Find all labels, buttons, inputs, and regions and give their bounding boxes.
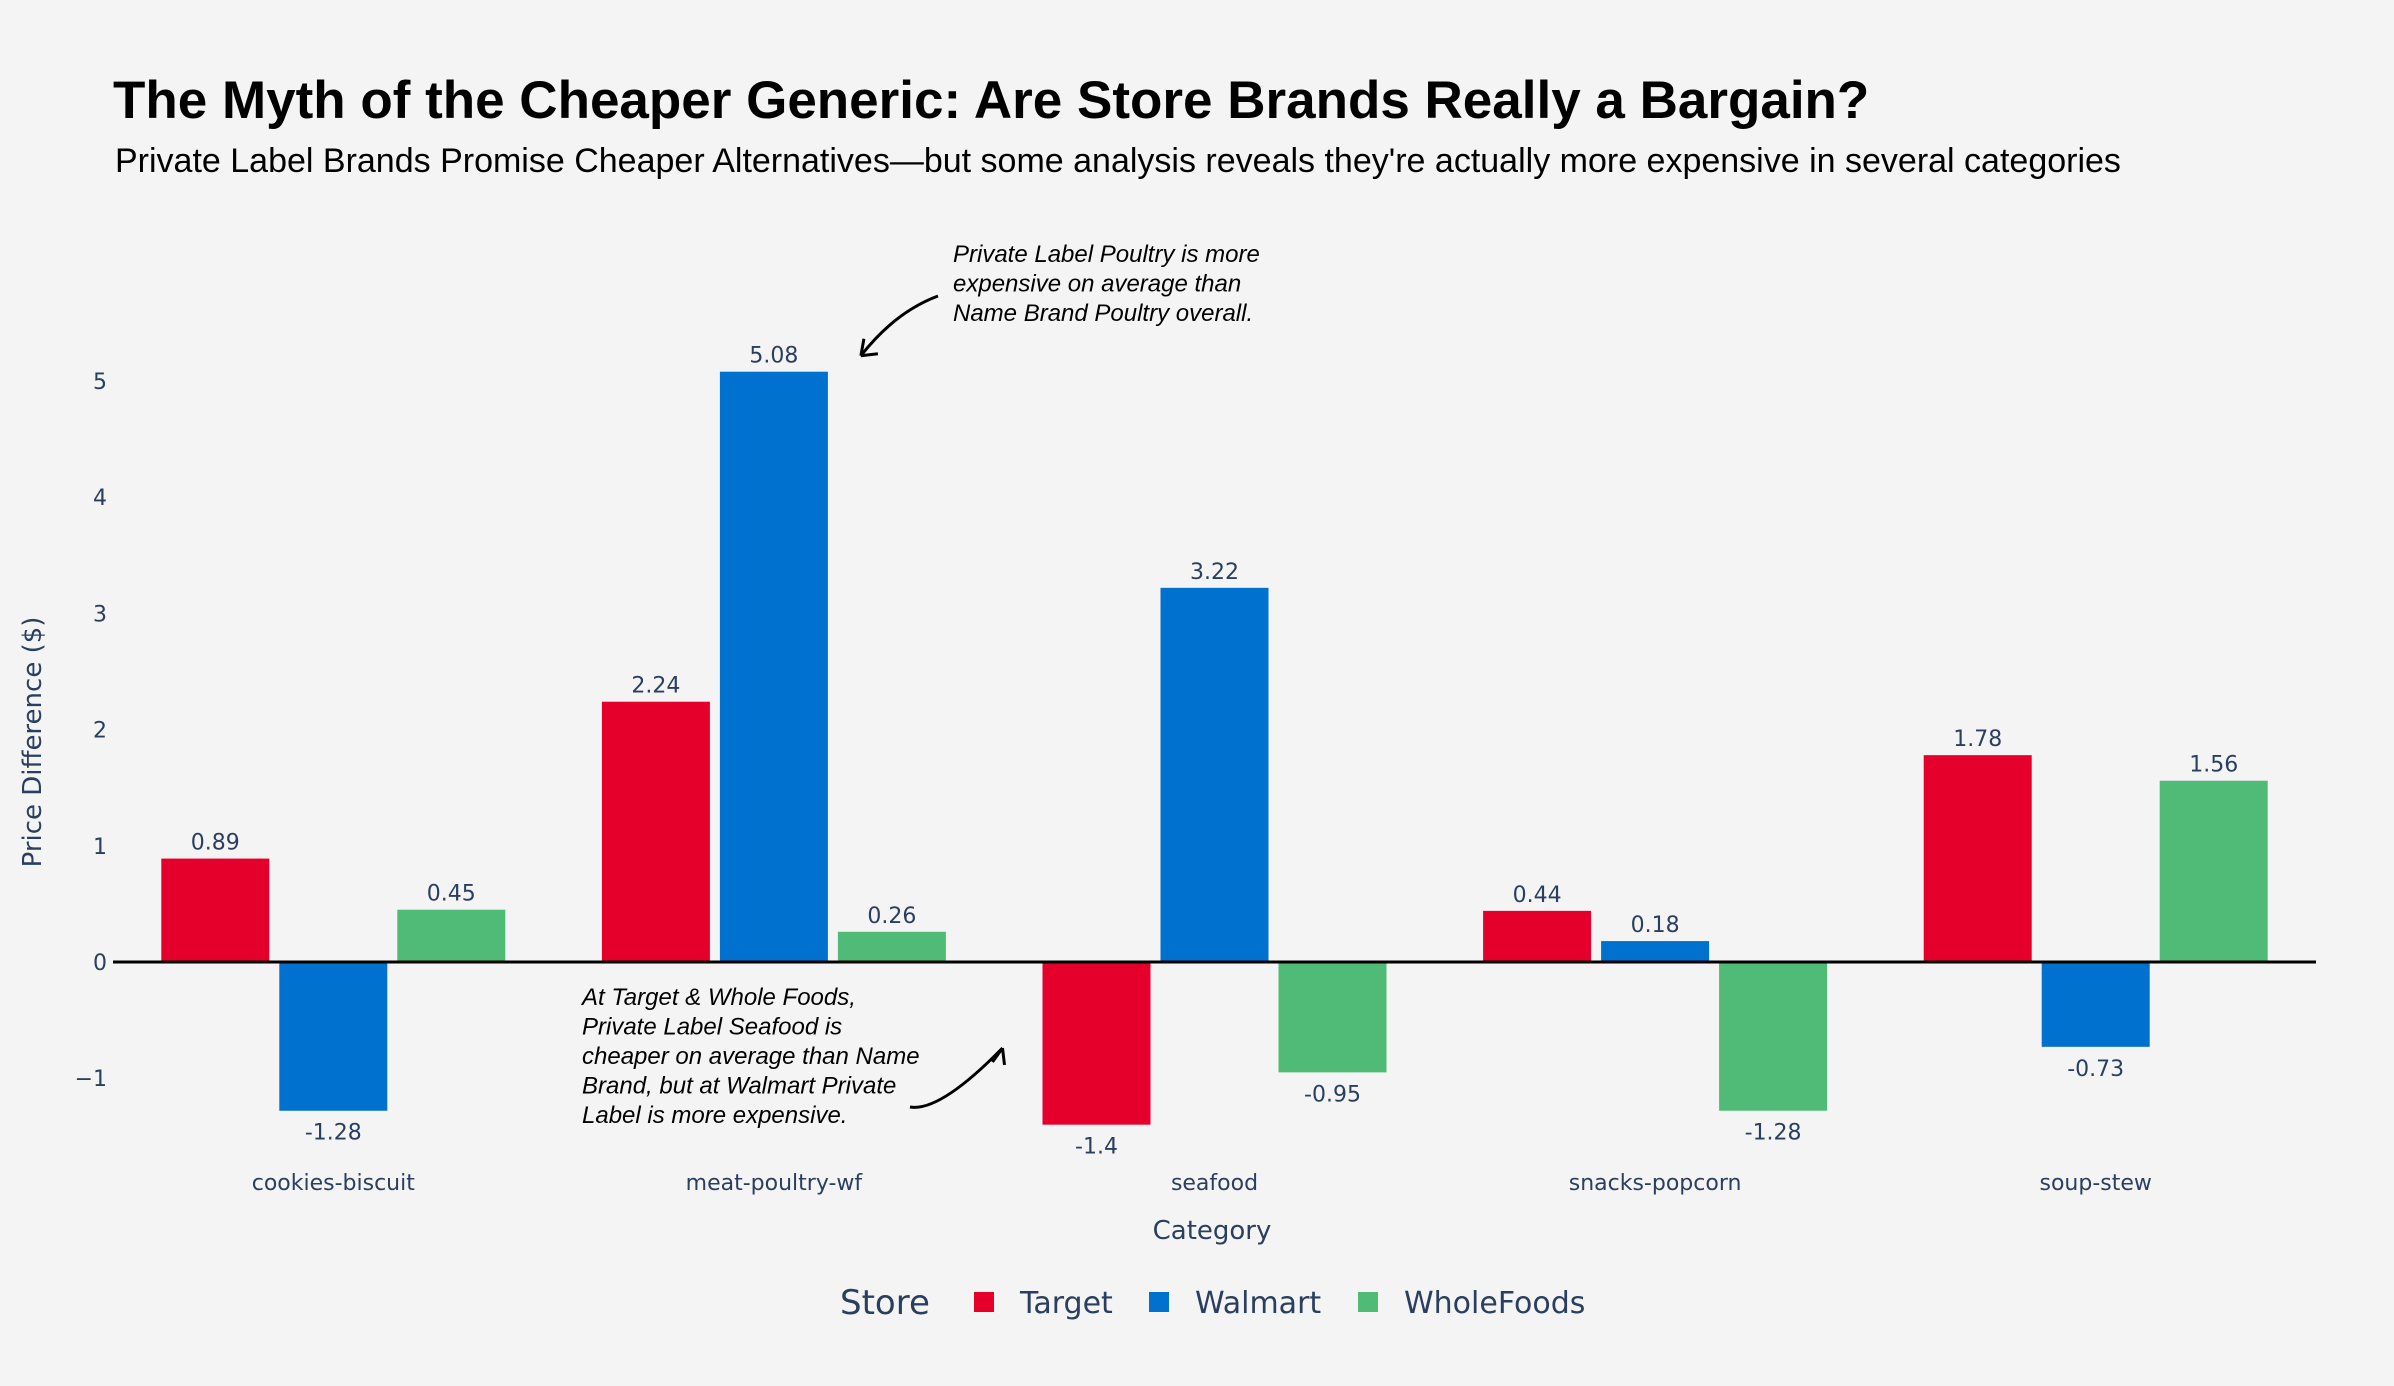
bar-value-label: 1.56 <box>2189 753 2238 778</box>
bar-value-label: 0.44 <box>1513 883 1562 908</box>
y-axis-title: Price Difference ($) <box>18 617 48 868</box>
bars-group <box>161 371 2268 1125</box>
legend-title: Store <box>840 1283 930 1323</box>
y-tick-label: −1 <box>75 1067 107 1092</box>
y-tick-label: 5 <box>93 370 107 395</box>
y-tick-label: 1 <box>93 835 107 860</box>
bar-target-snacks-popcorn <box>1483 910 1592 962</box>
bar-value-label: 3.22 <box>1190 560 1239 585</box>
bar-walmart-snacks-popcorn <box>1601 941 1710 962</box>
bar-wholefoods-cookies-biscuit <box>397 909 506 962</box>
annotation-line: Private Label Seafood is <box>582 1014 842 1041</box>
x-tick-label: meat-poultry-wf <box>686 1171 864 1196</box>
annotation-line: Private Label Poultry is more <box>953 241 1260 268</box>
legend-label-wholefoods: WholeFoods <box>1404 1286 1585 1321</box>
annotation-line: At Target & Whole Foods, <box>580 984 856 1011</box>
bar-target-meat-poultry-wf <box>601 701 710 962</box>
bar-value-label: 0.26 <box>867 904 916 929</box>
x-axis-ticks: cookies-biscuit meat-poultry-wf seafood sna… <box>252 1171 2152 1196</box>
bar-value-label: 2.24 <box>631 674 680 699</box>
bar-walmart-seafood <box>1160 587 1269 962</box>
y-tick-label: 4 <box>93 486 107 511</box>
y-tick-label: 2 <box>93 719 107 744</box>
x-axis-title: Category <box>1153 1216 1272 1246</box>
bar-wholefoods-meat-poultry-wf <box>837 931 946 962</box>
annotation-line: Brand, but at Walmart Private <box>582 1073 896 1100</box>
y-tick-label: 0 <box>93 951 107 976</box>
legend-swatch-wholefoods <box>1358 1292 1378 1312</box>
bar-wholefoods-soup-stew <box>2159 780 2268 962</box>
legend-label-target: Target <box>1019 1286 1113 1321</box>
legend-label-walmart: Walmart <box>1195 1286 1321 1321</box>
bar-target-cookies-biscuit <box>161 858 270 962</box>
bar-target-soup-stew <box>1923 755 2032 962</box>
annotation-seafood: At Target & Whole Foods, Private Label Se… <box>580 984 920 1129</box>
bar-value-label: -0.73 <box>2067 1057 2124 1082</box>
legend: Store Target Walmart WholeFoods <box>840 1283 1585 1323</box>
bar-value-label: -1.28 <box>305 1121 362 1146</box>
annotation-seafood-arrow <box>909 1046 1006 1109</box>
x-tick-label: snacks-popcorn <box>1569 1171 1742 1196</box>
annotation-line: Name Brand Poultry overall. <box>953 300 1253 327</box>
chart-subtitle: Private Label Brands Promise Cheaper Alt… <box>115 142 2121 180</box>
x-tick-label: seafood <box>1171 1171 1258 1196</box>
legend-swatch-target <box>974 1292 994 1312</box>
bar-walmart-meat-poultry-wf <box>719 371 828 963</box>
annotation-line: cheaper on average than Name <box>582 1043 920 1070</box>
bar-value-label: -0.95 <box>1304 1082 1361 1107</box>
bar-value-label: 1.78 <box>1953 727 2002 752</box>
bar-value-label: 0.89 <box>191 831 240 856</box>
y-tick-label: 3 <box>93 602 107 627</box>
y-axis-ticks: −1 0 1 2 3 4 5 <box>75 370 107 1092</box>
bar-wholefoods-snacks-popcorn <box>1719 962 1828 1111</box>
annotation-poultry: Private Label Poultry is more expensive o… <box>953 241 1260 327</box>
bar-walmart-cookies-biscuit <box>279 962 388 1111</box>
bar-target-seafood <box>1042 962 1151 1125</box>
bar-wholefoods-seafood <box>1278 962 1387 1073</box>
bar-value-label: -1.28 <box>1745 1121 1802 1146</box>
bar-value-label: -1.4 <box>1075 1135 1118 1160</box>
annotation-line: expensive on average than <box>953 271 1241 298</box>
bar-labels-group: 0.89 -1.28 0.45 2.24 5.08 0.26 -1.4 3.22 -0.95 0.… <box>191 344 2238 1160</box>
legend-swatch-walmart <box>1149 1292 1169 1312</box>
bar-walmart-soup-stew <box>2041 962 2150 1047</box>
annotation-line: Label is more expensive. <box>582 1102 847 1129</box>
annotation-poultry-arrow <box>859 294 939 358</box>
bar-value-label: 0.18 <box>1631 913 1680 938</box>
bar-value-label: 5.08 <box>749 344 798 369</box>
bar-value-label: 0.45 <box>427 882 476 907</box>
chart-title: The Myth of the Cheaper Generic: Are Sto… <box>113 71 1869 130</box>
x-tick-label: cookies-biscuit <box>252 1171 415 1196</box>
x-tick-label: soup-stew <box>2040 1171 2152 1196</box>
